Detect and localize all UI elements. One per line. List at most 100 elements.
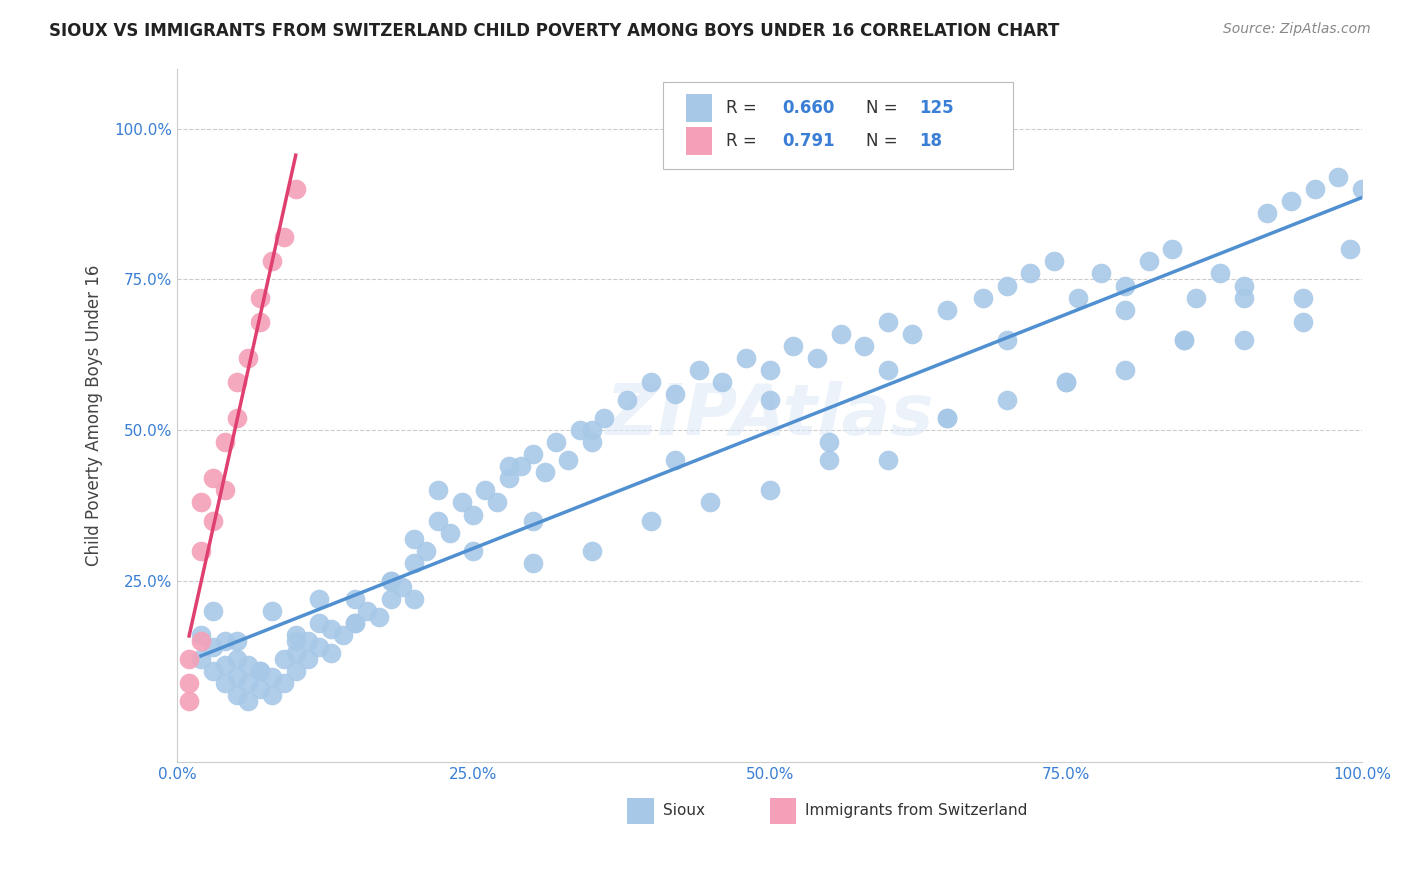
Point [1303,182,1326,196]
Point [806,351,828,365]
Point [1209,267,1232,281]
Point [546,435,568,450]
Point [343,615,366,630]
Point [284,646,307,660]
Point [995,278,1018,293]
Point [853,339,876,353]
Text: Sioux: Sioux [664,804,704,818]
Point [901,326,924,341]
Point [758,483,780,498]
Point [214,658,236,673]
Point [260,604,283,618]
Point [1351,182,1374,196]
Point [284,634,307,648]
Point [238,694,260,708]
Point [238,658,260,673]
FancyBboxPatch shape [664,82,1012,169]
Point [260,254,283,268]
Text: 125: 125 [920,99,953,117]
Point [249,665,271,679]
Point [404,591,426,606]
Point [308,591,330,606]
Point [1114,363,1136,377]
Point [877,363,900,377]
Text: R =: R = [725,99,762,117]
Point [249,315,271,329]
Point [308,640,330,654]
Point [190,495,212,509]
Point [426,483,449,498]
Point [463,543,485,558]
Point [758,392,780,407]
Point [581,543,603,558]
Point [391,580,413,594]
Point [533,466,555,480]
Point [308,615,330,630]
Point [201,514,224,528]
Point [1232,278,1254,293]
Point [699,495,721,509]
Point [995,333,1018,347]
Point [214,483,236,498]
Point [297,652,319,666]
Point [284,665,307,679]
Text: 0.660: 0.660 [783,99,835,117]
Point [877,453,900,467]
Point [522,556,544,570]
Point [321,622,343,636]
Point [664,387,686,401]
Point [498,471,520,485]
FancyBboxPatch shape [686,128,711,155]
Point [1173,333,1195,347]
Point [1043,254,1066,268]
Point [1161,243,1184,257]
Point [201,665,224,679]
Point [404,556,426,570]
Point [474,483,496,498]
Point [1066,291,1088,305]
Point [190,634,212,648]
Text: 0.791: 0.791 [783,132,835,150]
Point [343,591,366,606]
Point [201,604,224,618]
Point [225,670,247,684]
Point [380,574,402,588]
Point [463,508,485,522]
Text: ZIPAtlas: ZIPAtlas [606,381,934,450]
Point [735,351,758,365]
Point [1292,315,1315,329]
Point [356,604,378,618]
Point [1339,243,1361,257]
Point [439,525,461,540]
Point [249,665,271,679]
Point [592,411,614,425]
Point [1137,254,1160,268]
Point [380,591,402,606]
Point [877,315,900,329]
Point [201,471,224,485]
Point [1114,302,1136,317]
Point [225,689,247,703]
Point [214,435,236,450]
Point [415,543,437,558]
Point [1256,206,1278,220]
Point [640,514,662,528]
Point [201,640,224,654]
Point [972,291,994,305]
Point [225,411,247,425]
Point [190,543,212,558]
Point [936,411,959,425]
Point [1279,194,1302,208]
Point [782,339,804,353]
Point [1232,333,1254,347]
Point [380,574,402,588]
Point [1232,291,1254,305]
Text: Immigrants from Switzerland: Immigrants from Switzerland [806,804,1028,818]
Point [179,676,201,690]
Point [688,363,710,377]
Point [1019,267,1042,281]
Point [249,682,271,697]
Point [569,423,592,437]
FancyBboxPatch shape [686,95,711,122]
Point [225,652,247,666]
